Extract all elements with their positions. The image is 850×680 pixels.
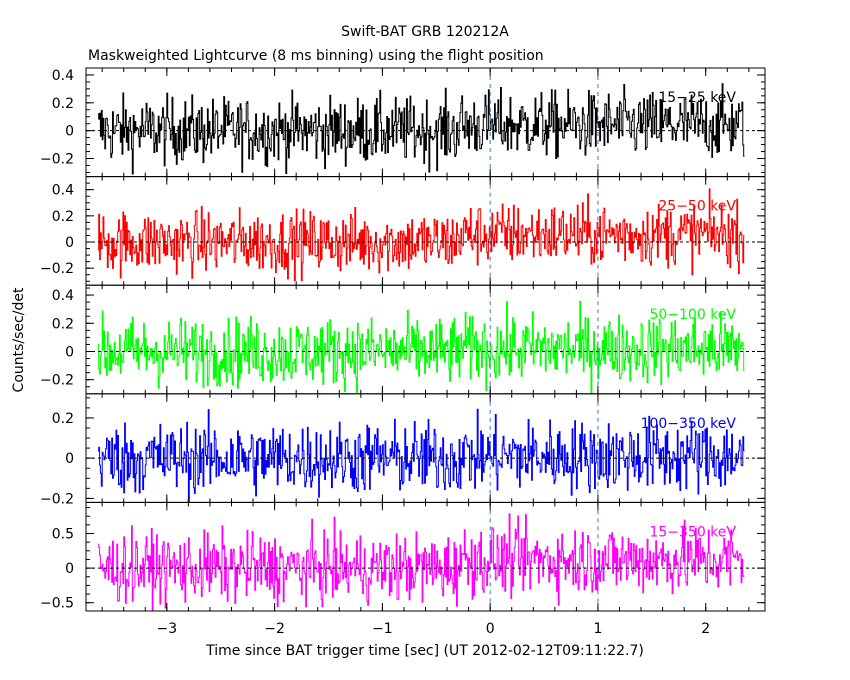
x-tick-label: 1 — [593, 621, 602, 637]
y-tick-label: 0 — [65, 124, 74, 140]
y-tick-label: 0.5 — [52, 527, 74, 543]
series-trace — [97, 188, 745, 282]
x-tick-label: 2 — [701, 621, 710, 637]
y-tick-label: −0.5 — [40, 596, 74, 612]
panel-25-50-kev: −0.2 0 0.2 0.4 25−50 keV — [40, 176, 766, 286]
panels-layer: −0.2 0 0.2 0.4 15−25 keV −0.2 0 0.2 0.4 25−50 keV… — [40, 67, 766, 612]
x-axis: −3 −2 −1 0 1 2 — [101, 68, 750, 637]
chart-subtitle: Maskweighted Lightcurve (8 ms binning) u… — [88, 48, 544, 64]
y-tick-label: 0 — [65, 451, 74, 467]
band-label: 50−100 keV — [649, 307, 736, 323]
y-tick-label: −0.2 — [40, 491, 74, 507]
panel-50-100-kev: −0.2 0 0.2 0.4 50−100 keV — [40, 284, 766, 395]
band-label: 100−350 keV — [641, 416, 737, 432]
x-tick-label: −2 — [264, 621, 285, 637]
y-tick-label: 0.4 — [52, 68, 74, 84]
panel-100-350-kev: −0.2 0 0.2 100−350 keV — [40, 393, 766, 507]
x-tick-label: −3 — [157, 621, 178, 637]
series-trace — [97, 83, 745, 175]
y-tick-label: 0 — [65, 235, 74, 251]
y-tick-label: 0.4 — [52, 288, 74, 304]
x-tick-label: 0 — [486, 621, 495, 637]
panel-15-350-kev: −0.5 0 0.5 15−350 keV — [40, 501, 766, 612]
y-tick-label: −0.2 — [40, 261, 74, 277]
band-label: 15−25 keV — [658, 90, 736, 106]
band-label: 25−50 keV — [658, 199, 736, 215]
y-tick-label: 0.2 — [52, 316, 74, 332]
series-trace — [97, 513, 745, 611]
y-tick-label: −0.2 — [40, 152, 74, 168]
y-tick-label: 0 — [65, 344, 74, 360]
band-label: 15−350 keV — [649, 524, 736, 540]
y-tick-label: 0.2 — [52, 96, 74, 112]
y-tick-label: 0.4 — [52, 183, 74, 199]
y-tick-label: 0.2 — [52, 209, 74, 225]
y-tick-label: 0 — [65, 561, 74, 577]
series-trace — [97, 408, 745, 503]
series-trace — [97, 301, 745, 394]
y-tick-label: −0.2 — [40, 373, 74, 389]
x-tick-label: −1 — [372, 621, 393, 637]
x-axis-label: Time since BAT trigger time [sec] (UT 20… — [205, 643, 644, 659]
panel-15-25-kev: −0.2 0 0.2 0.4 15−25 keV — [40, 67, 766, 178]
y-tick-label: 0.2 — [52, 411, 74, 427]
chart-title: Swift-BAT GRB 120212A — [341, 24, 509, 40]
y-axis-label: Counts/sec/det — [11, 287, 27, 392]
